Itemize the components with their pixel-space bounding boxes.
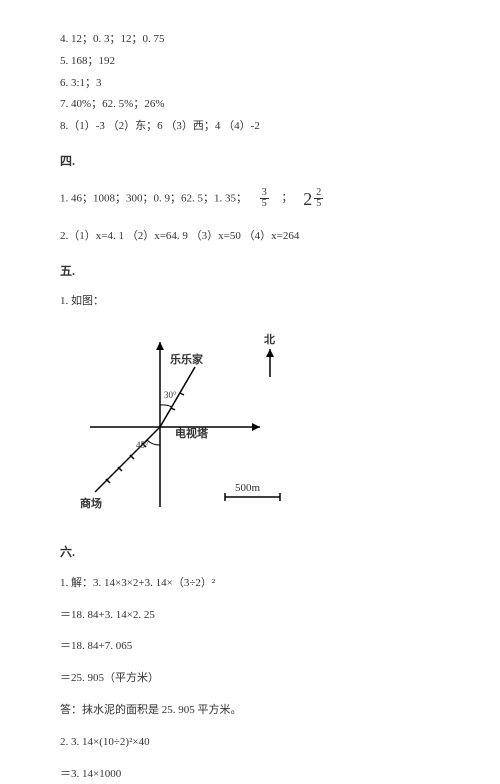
s6-line-7: ＝3. 14×1000 <box>60 765 440 784</box>
section-4-title: 四. <box>60 151 440 173</box>
fraction-3-5: 3 5 <box>260 188 269 209</box>
label-north: 北 <box>264 331 275 351</box>
answer-line-4: 4. 12；0. 3；12；0. 75 <box>60 30 440 50</box>
s6-line-4: ＝25. 905（平方米） <box>60 669 440 689</box>
answer-line-7: 7. 40%；62. 5%；26% <box>60 95 440 115</box>
s5-line-1: 1. 如图： <box>60 292 440 312</box>
label-shop: 商场 <box>80 495 102 515</box>
s4-line-2: 2.（1）x=4. 1 （2）x=64. 9 （3）x=50 （4）x=264 <box>60 227 440 247</box>
mixed-fraction: 2 2 5 <box>303 183 325 215</box>
answer-line-6: 6. 3:1；3 <box>60 74 440 94</box>
answer-line-8: 8.（1）-3 （2）东；6 （3）西；4 （4）-2 <box>60 117 440 137</box>
section-5-title: 五. <box>60 261 440 283</box>
angle-30: 30° <box>164 387 177 403</box>
s6-line-3: ＝18. 84+7. 065 <box>60 637 440 657</box>
s6-line-5: 答：抹水泥的面积是 25. 905 平方米。 <box>60 701 440 721</box>
sep: ； <box>282 192 293 204</box>
s4-l1-prefix: 1. 46；1008；300；0. 9；62. 5；1. 35； <box>60 192 247 204</box>
angle-45: 45° <box>136 437 149 453</box>
s6-line-6: 2. 3. 14×(10÷2)²×40 <box>60 733 440 753</box>
s6-line-2: ＝18. 84+3. 14×2. 25 <box>60 606 440 626</box>
s6-line-1: 1. 解：3. 14×3×2+3. 14×（3÷2）² <box>60 574 440 594</box>
label-tv: 电视塔 <box>175 425 208 445</box>
label-lele: 乐乐家 <box>170 351 203 371</box>
direction-diagram: 乐乐家 北 电视塔 商场 500m 30° 45° <box>80 327 300 527</box>
section-6-title: 六. <box>60 542 440 564</box>
s4-line-1: 1. 46；1008；300；0. 9；62. 5；1. 35； 3 5 ； 2… <box>60 183 440 215</box>
label-scale: 500m <box>235 479 260 499</box>
answer-line-5: 5. 168；192 <box>60 52 440 72</box>
